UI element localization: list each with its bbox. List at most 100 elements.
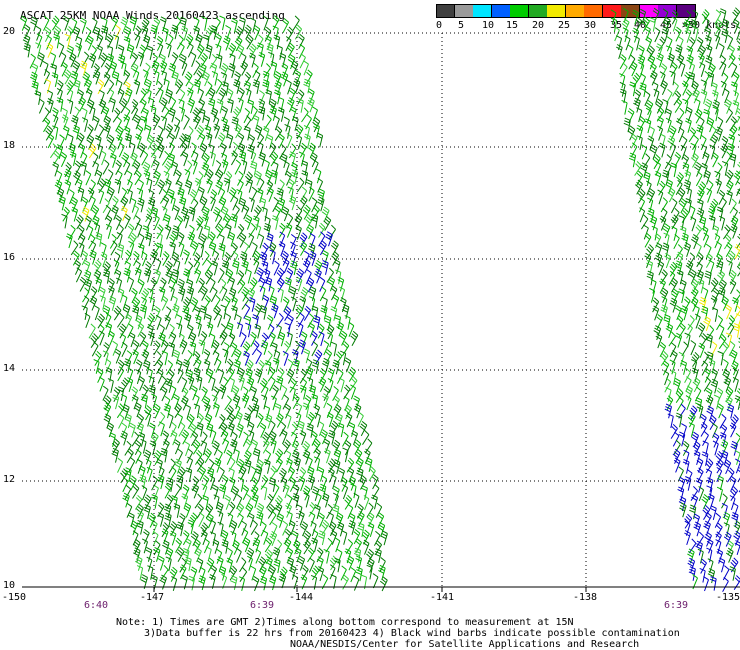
wind-barb (715, 162, 723, 178)
wind-barb (727, 322, 735, 338)
wind-barb (719, 197, 727, 213)
wind-barb (654, 27, 661, 43)
wind-barb (252, 250, 261, 266)
wind-barb (638, 197, 646, 213)
wind-barb (221, 159, 229, 175)
wind-barb (228, 377, 235, 393)
wind-barb (99, 330, 105, 346)
wind-barb (176, 314, 183, 330)
wind-barb (214, 213, 223, 229)
wind-barb (687, 548, 695, 564)
wind-barb (685, 260, 694, 276)
wind-barb (299, 53, 306, 69)
wind-barb (141, 288, 150, 304)
wind-barb (271, 215, 279, 230)
lat-label-10: 10 (3, 580, 16, 591)
wind-barb (260, 521, 267, 537)
wind-barb (647, 45, 655, 61)
wind-barb (151, 494, 158, 509)
wind-barb (114, 348, 122, 364)
wind-barb (672, 207, 680, 223)
wind-barb (298, 475, 306, 492)
wind-barb (209, 531, 216, 547)
wind-barb (160, 277, 167, 293)
wind-barb (93, 359, 100, 374)
wind-barb (157, 411, 166, 427)
wind-barb (266, 493, 274, 509)
wind-barb (721, 295, 729, 312)
wind-barb (142, 34, 151, 50)
wind-barb (722, 160, 729, 176)
wind-barb (220, 205, 229, 221)
wind-barb (695, 242, 702, 258)
wind-barb (318, 512, 325, 528)
wind-barb (320, 304, 328, 320)
wind-barb (311, 430, 318, 446)
wind-barb (333, 258, 341, 275)
wind-barb (218, 483, 227, 499)
wind-barb (645, 100, 654, 116)
wind-barb (356, 457, 364, 473)
wind-barb (661, 242, 670, 258)
wind-barb (164, 512, 172, 528)
wind-barb (184, 441, 191, 457)
wind-barb (230, 342, 238, 358)
wind-barb (272, 197, 279, 213)
wind-barb (30, 16, 38, 32)
wind-barb (619, 73, 626, 89)
wind-barb (182, 547, 190, 563)
wind-barb (241, 286, 250, 302)
wind-barb (168, 63, 176, 79)
wind-barb (645, 36, 653, 52)
wind-barb (734, 395, 740, 410)
wind-barb (218, 196, 227, 212)
wind-barb (137, 510, 144, 526)
wind-barb (318, 483, 327, 499)
wind-barb (161, 522, 170, 538)
wind-barb (716, 387, 724, 403)
wind-barb (706, 538, 714, 554)
wind-barb (311, 565, 320, 581)
wind-barb (302, 204, 311, 220)
wind-barb (175, 79, 184, 95)
wind-barb (221, 286, 228, 302)
wind-barb (667, 187, 676, 203)
wind-barb (719, 54, 727, 70)
wind-barb (715, 178, 722, 194)
wind-barb (662, 169, 670, 185)
wind-barb (89, 295, 98, 311)
wind-barb (90, 333, 99, 348)
wind-barb (97, 324, 105, 339)
wind-barb (42, 107, 50, 123)
pass-time-3: 6:39 (664, 600, 689, 611)
wind-barb (22, 34, 31, 50)
wind-barb (223, 177, 231, 193)
wind-barb (307, 313, 315, 329)
wind-barb (165, 88, 173, 104)
wind-barb (703, 576, 709, 592)
wind-barb (233, 106, 241, 122)
wind-barb (703, 232, 710, 248)
wind-barb (150, 206, 158, 222)
wind-barb (682, 98, 689, 114)
wind-barb (168, 132, 176, 148)
wind-barb (106, 422, 114, 438)
wind-barb (664, 252, 671, 269)
wind-barb (143, 529, 150, 545)
wind-barb (133, 547, 141, 563)
legend-label-5: 25 (558, 20, 571, 31)
wind-barb (172, 225, 180, 240)
wind-barb (220, 529, 229, 545)
wind-barb (227, 367, 235, 383)
wind-barb (257, 141, 264, 157)
wind-barb (108, 330, 115, 346)
wind-barb (683, 449, 690, 465)
wind-barb (676, 172, 684, 187)
wind-barb (265, 549, 273, 565)
wind-barb (649, 125, 655, 142)
wind-barb (312, 529, 319, 545)
wind-barb (193, 367, 201, 383)
wind-barb (72, 26, 81, 42)
wind-barb (61, 213, 68, 229)
wind-barb (143, 267, 152, 283)
